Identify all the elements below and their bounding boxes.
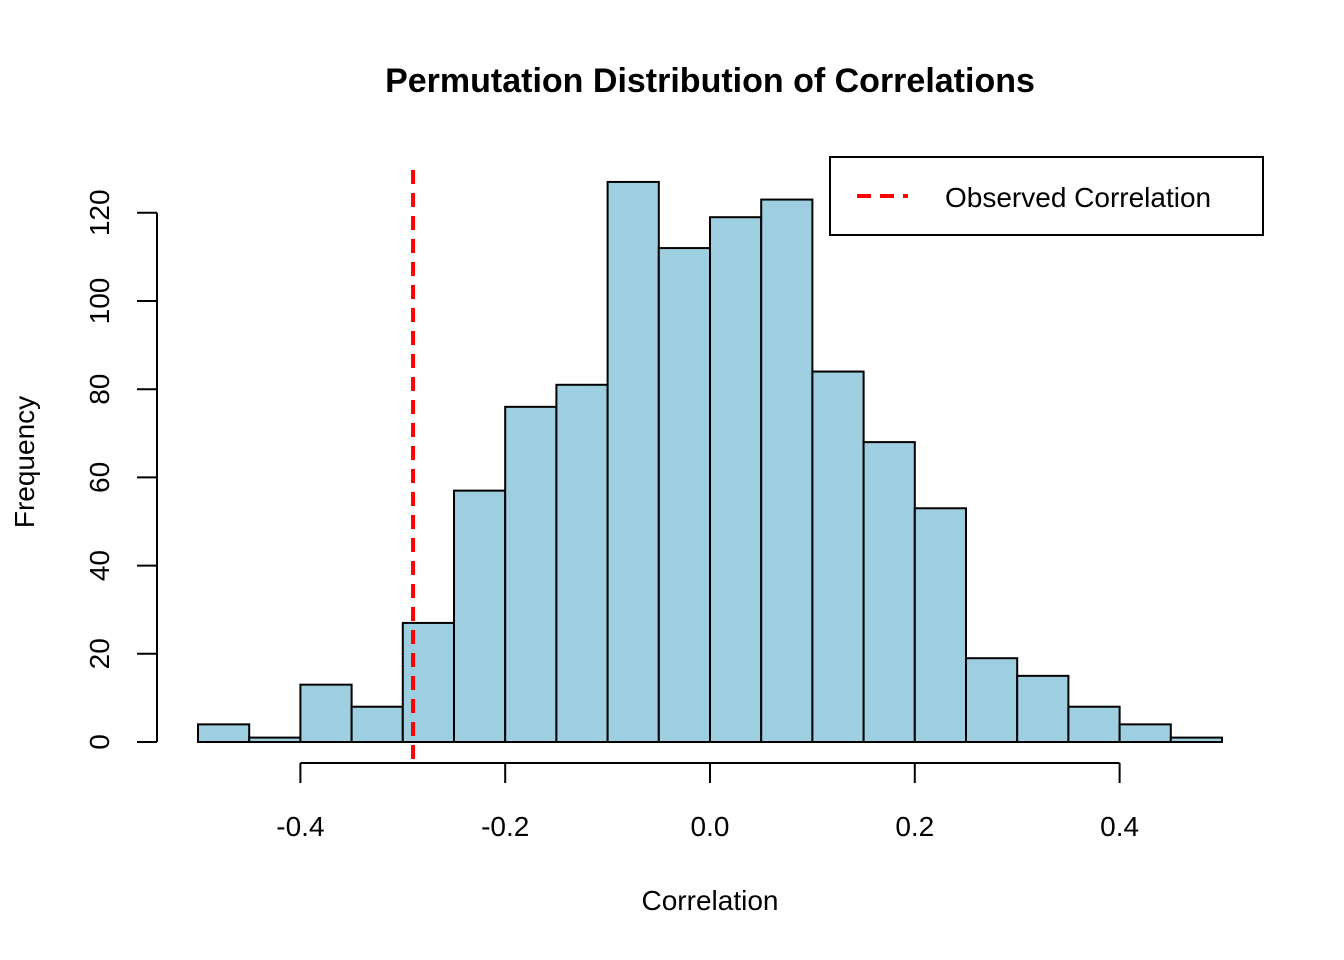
y-tick-label: 20	[84, 638, 115, 669]
y-tick-label: 120	[84, 189, 115, 236]
y-tick-label: 80	[84, 374, 115, 405]
y-tick-label: 100	[84, 278, 115, 325]
legend: Observed Correlation	[829, 156, 1264, 236]
x-tick-label: 0.2	[895, 811, 934, 842]
histogram-bar	[248, 736, 302, 744]
histogram-bar	[1118, 723, 1172, 743]
histogram-bar	[401, 621, 455, 743]
histogram-bar	[1067, 705, 1121, 743]
histogram-bar	[1169, 736, 1224, 744]
histogram-bar	[606, 180, 660, 743]
histogram-bar	[657, 247, 711, 744]
x-tick-label: 0.0	[691, 811, 730, 842]
histogram-bar	[913, 507, 967, 743]
bars-group	[197, 180, 1224, 744]
histogram-bar	[1016, 674, 1070, 743]
histogram-bar	[197, 723, 251, 743]
histogram-bar	[862, 441, 916, 743]
histogram-bar	[811, 370, 865, 743]
histogram-bar	[299, 683, 353, 743]
histogram-bar	[709, 216, 763, 743]
y-tick-label: 40	[84, 550, 115, 581]
legend-box	[829, 156, 1264, 236]
x-axis-label: Correlation	[642, 885, 779, 916]
chart-title: Permutation Distribution of Correlations	[385, 62, 1035, 100]
y-axis: 0 20 40 60 80 100 120	[84, 189, 158, 750]
histogram-bar	[350, 705, 404, 743]
y-tick-label: 60	[84, 462, 115, 493]
histogram-bar	[965, 657, 1019, 744]
histogram-bar	[453, 489, 507, 743]
histogram-bar	[504, 405, 558, 743]
x-tick-label: -0.2	[481, 811, 529, 842]
histogram-bar	[760, 198, 814, 743]
x-axis: -0.4 -0.2 0.0 0.2 0.4	[276, 762, 1139, 842]
x-tick-label: -0.4	[276, 811, 324, 842]
x-tick-label: 0.4	[1100, 811, 1139, 842]
legend-label: Observed Correlation	[945, 182, 1211, 213]
histogram-bar	[555, 383, 609, 743]
y-axis-label: Frequency	[9, 396, 40, 528]
y-tick-label: 0	[84, 734, 115, 750]
